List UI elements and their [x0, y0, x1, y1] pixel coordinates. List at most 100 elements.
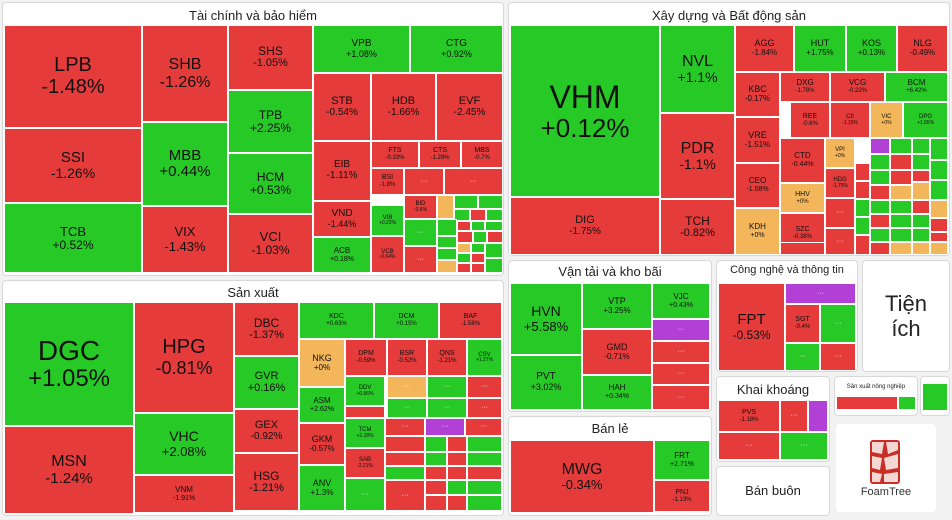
treemap-tile-dxg[interactable]: DXG -1.78%: [780, 72, 830, 102]
treemap-tile-small[interactable]: [454, 195, 478, 209]
treemap-tile-vnd[interactable]: VND -1.44%: [313, 201, 371, 237]
treemap-tile-acb[interactable]: ACB +0.18%: [313, 237, 371, 273]
treemap-tile-small[interactable]: [425, 436, 447, 452]
treemap-tile-vci[interactable]: VCI -1.03%: [228, 214, 313, 273]
treemap-tile-small[interactable]: ···: [425, 418, 465, 436]
treemap-tile-kos[interactable]: KOS +0.13%: [846, 25, 897, 72]
treemap-tile-small[interactable]: ···: [825, 198, 855, 228]
treemap-tile-vix[interactable]: VIX -1.43%: [142, 206, 228, 273]
treemap-tile-small[interactable]: [385, 452, 425, 466]
treemap-tile-vic[interactable]: VIC +0%: [870, 102, 903, 138]
treemap-tile-small[interactable]: [912, 170, 930, 182]
treemap-tile-tpb[interactable]: TPB +2.25%: [228, 90, 313, 153]
treemap-tile-hvn[interactable]: HVN +5.58%: [510, 283, 582, 355]
treemap-tile-nvl[interactable]: NVL +1.1%: [660, 25, 735, 113]
treemap-tile-small[interactable]: [912, 228, 930, 242]
treemap-tile-small[interactable]: [912, 154, 930, 170]
treemap-tile-small[interactable]: [467, 495, 502, 511]
treemap-tile-small[interactable]: [437, 260, 457, 273]
treemap-tile-agg[interactable]: AGG -1.84%: [735, 25, 794, 72]
treemap-tile-hpg[interactable]: HPG -0.81%: [134, 302, 234, 413]
treemap-tile-small[interactable]: [870, 242, 890, 255]
treemap-tile-vcg[interactable]: VCG -0.22%: [830, 72, 885, 102]
treemap-tile-small[interactable]: [385, 466, 425, 480]
treemap-tile-small[interactable]: ···: [785, 283, 856, 304]
treemap-tile-vre[interactable]: VRE -1.51%: [735, 117, 780, 163]
treemap-tile-small[interactable]: [385, 436, 425, 452]
treemap-tile-small[interactable]: ···: [467, 398, 502, 418]
treemap-tile-small[interactable]: ···: [718, 432, 780, 460]
treemap-tile-mbs[interactable]: MBS -0.7%: [461, 141, 503, 168]
treemap-tile-small[interactable]: ···: [780, 432, 828, 460]
treemap-tile-vpb[interactable]: VPB +1.08%: [313, 25, 410, 73]
treemap-tile-vhc[interactable]: VHC +2.08%: [134, 413, 234, 475]
treemap-tile-cts[interactable]: CTS -1.28%: [419, 141, 461, 168]
treemap-tile-small[interactable]: [486, 209, 503, 221]
treemap-tile-small[interactable]: [425, 452, 447, 466]
treemap-tile-anv[interactable]: ANV +1.3%: [299, 465, 345, 511]
treemap-tile-small[interactable]: [457, 221, 471, 231]
treemap-tile-gmd[interactable]: GMD -0.71%: [582, 329, 652, 375]
treemap-tile-tcb[interactable]: TCB +0.52%: [4, 203, 142, 273]
treemap-tile-mbb[interactable]: MBB +0.44%: [142, 122, 228, 206]
treemap-tile-small[interactable]: ···: [652, 319, 710, 341]
treemap-tile-shs[interactable]: SHS -1.05%: [228, 25, 313, 90]
treemap-tile-tcm[interactable]: TCM +2.18%: [345, 418, 385, 448]
treemap-tile-small[interactable]: [437, 248, 457, 260]
treemap-tile-small[interactable]: ···: [785, 343, 820, 371]
treemap-tile-small[interactable]: [457, 253, 471, 263]
treemap-tile-small[interactable]: [487, 231, 503, 243]
treemap-tile-sab[interactable]: SAB -2.21%: [345, 448, 385, 478]
treemap-tile-small[interactable]: ···: [652, 341, 710, 363]
treemap-tile-small[interactable]: [855, 199, 870, 217]
treemap-tile-bcm[interactable]: BCM +6.42%: [885, 72, 948, 102]
treemap-tile-bsr[interactable]: BSR -0.52%: [387, 339, 427, 376]
treemap-tile-small[interactable]: ···: [465, 418, 502, 436]
treemap-tile-lpb[interactable]: LPB -1.48%: [4, 25, 142, 128]
treemap-tile-vcb[interactable]: VCB -0.64%: [371, 236, 404, 273]
treemap-tile-small[interactable]: ···: [404, 168, 444, 195]
treemap-tile-ddv[interactable]: DDV +0.66%: [345, 376, 385, 406]
treemap-tile-vtp[interactable]: VTP +3.25%: [582, 283, 652, 329]
treemap-tile-small[interactable]: [922, 383, 948, 411]
treemap-tile-small[interactable]: [454, 209, 470, 221]
treemap-tile-small[interactable]: [870, 185, 890, 200]
treemap-tile-vjc[interactable]: VJC +0.43%: [652, 283, 710, 319]
treemap-tile-dpm[interactable]: DPM -0.59%: [345, 339, 387, 376]
treemap-tile-small[interactable]: ···: [652, 363, 710, 385]
treemap-tile-gkm[interactable]: GKM -0.57%: [299, 423, 345, 465]
treemap-tile-small[interactable]: [447, 452, 467, 466]
treemap-tile-small[interactable]: [890, 228, 912, 242]
treemap-tile-small[interactable]: [855, 217, 870, 235]
treemap-tile-small[interactable]: [912, 200, 930, 214]
treemap-tile-hdg[interactable]: HDG -1.75%: [825, 168, 855, 198]
treemap-tile-small[interactable]: [471, 253, 485, 263]
treemap-tile-vhm[interactable]: VHM +0.12%: [510, 25, 660, 197]
treemap-tile-small[interactable]: [890, 214, 912, 228]
treemap-tile-hhv[interactable]: HHV +0%: [780, 183, 825, 213]
treemap-tile-dig[interactable]: DIG -1.75%: [510, 197, 660, 255]
treemap-tile-small[interactable]: [471, 221, 485, 231]
treemap-tile-ceo[interactable]: CEO -1.08%: [735, 163, 780, 208]
treemap-tile-nlg[interactable]: NLG -0.49%: [897, 25, 948, 72]
treemap-tile-small[interactable]: ···: [820, 304, 856, 343]
treemap-tile-eib[interactable]: EIB -1.11%: [313, 141, 371, 201]
treemap-tile-baf[interactable]: BAF -1.58%: [439, 302, 502, 339]
treemap-tile-small[interactable]: [425, 480, 447, 495]
treemap-tile-small[interactable]: [898, 396, 916, 410]
treemap-tile-cii[interactable]: CII -1.15%: [830, 102, 870, 138]
treemap-tile-small[interactable]: [890, 154, 912, 170]
treemap-tile-small[interactable]: ···: [385, 418, 425, 436]
treemap-tile-small[interactable]: ···: [387, 398, 427, 418]
treemap-tile-small[interactable]: ···: [652, 385, 710, 410]
treemap-tile-frt[interactable]: FRT +2.71%: [654, 440, 710, 480]
treemap-tile-hah[interactable]: HAH +0.34%: [582, 375, 652, 410]
treemap-tile-kdc[interactable]: KDC +0.63%: [299, 302, 374, 339]
treemap-tile-small[interactable]: [447, 495, 467, 511]
treemap-tile-shb[interactable]: SHB -1.26%: [142, 25, 228, 122]
treemap-tile-small[interactable]: [930, 218, 948, 232]
treemap-tile-small[interactable]: [471, 243, 485, 253]
treemap-tile-small[interactable]: [930, 160, 948, 180]
treemap-tile-small[interactable]: [457, 263, 471, 273]
treemap-tile-small[interactable]: [912, 214, 930, 228]
